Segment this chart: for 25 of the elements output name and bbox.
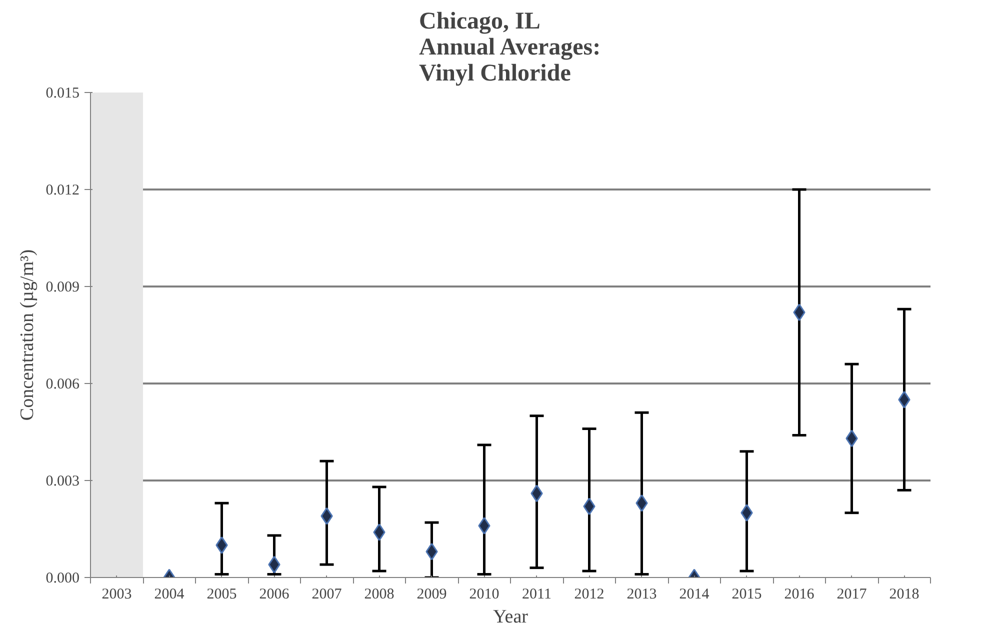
y-axis-title: Concentration (µg/m³): [16, 249, 38, 421]
x-tick-label: 2003: [102, 586, 132, 602]
x-tick-label: 2013: [626, 586, 657, 602]
x-tick-label: 2012: [574, 586, 604, 602]
x-tick-label: 2011: [522, 586, 552, 602]
y-tick-label: 0.009: [46, 280, 80, 296]
y-tick-label: 0.006: [46, 376, 80, 392]
x-tick-label: 2008: [364, 586, 394, 602]
x-tick-label: 2018: [889, 586, 920, 602]
x-tick-label: 2009: [416, 586, 447, 602]
x-tick-label: 2014: [679, 586, 710, 602]
x-tick-label: 2006: [259, 586, 290, 602]
y-tick-label: 0.003: [46, 474, 80, 490]
chart-title: Chicago, IL Annual Averages: Vinyl Chloride: [419, 8, 601, 86]
y-tick-label: 0.015: [46, 86, 80, 102]
y-tick-label: 0.012: [46, 182, 80, 198]
x-tick-label: 2010: [469, 586, 500, 602]
x-axis-title: Year: [492, 606, 529, 628]
x-tick-label: 2005: [206, 586, 237, 602]
x-tick-label: 2004: [154, 586, 185, 602]
x-tick-label: 2017: [836, 586, 868, 602]
x-tick-label: 2016: [784, 586, 815, 602]
x-tick-label: 2015: [732, 586, 762, 602]
y-tick-label: 0.000: [46, 570, 80, 586]
x-tick-label: 2007: [312, 586, 342, 602]
